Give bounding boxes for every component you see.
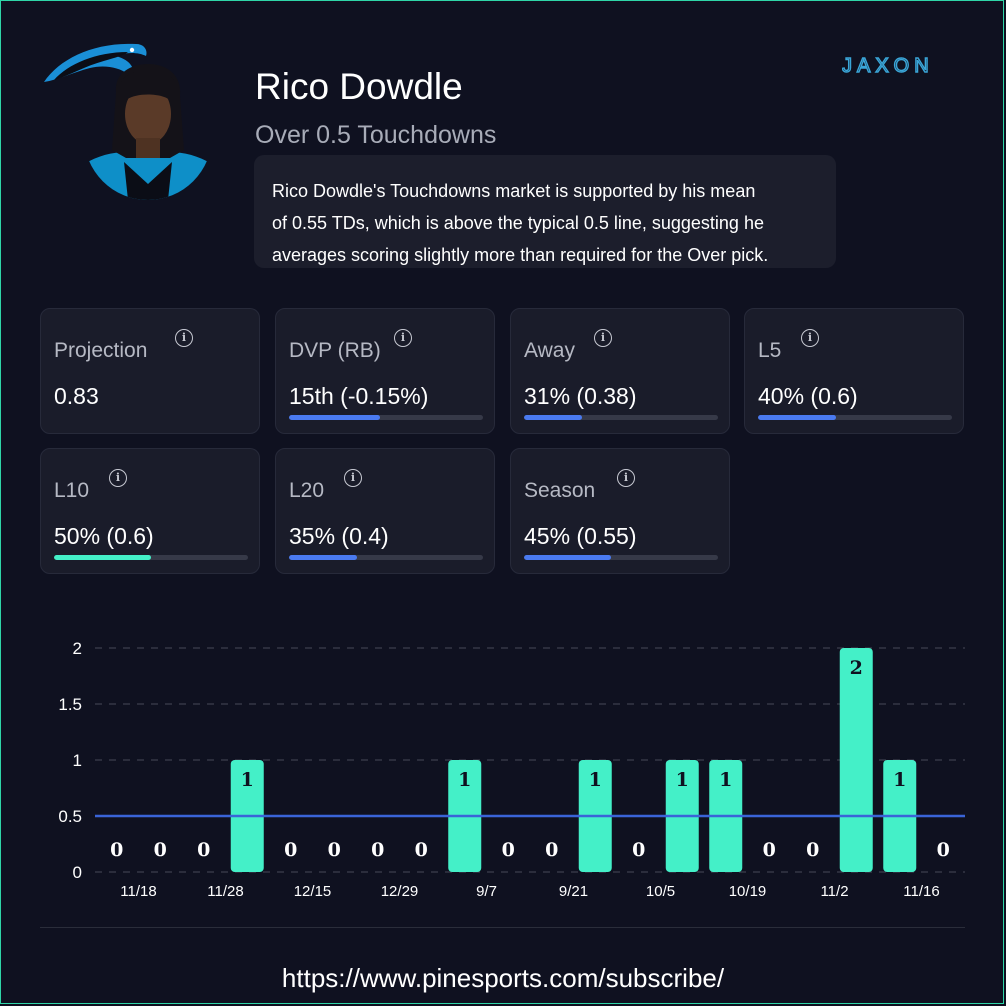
x-tick-label: 12/15 bbox=[294, 883, 332, 900]
panther-logo-icon bbox=[44, 43, 147, 82]
x-tick-label: 9/21 bbox=[559, 883, 588, 900]
progress-track bbox=[54, 555, 248, 560]
x-tick-label: 11/16 bbox=[903, 883, 939, 900]
jaxon-logo: JAXON bbox=[842, 54, 934, 77]
progress-fill bbox=[524, 555, 612, 560]
card-label: Season bbox=[524, 479, 596, 502]
description-line: of 0.55 TDs, which is above the typical … bbox=[272, 213, 764, 233]
progress-fill bbox=[758, 415, 836, 420]
y-tick-label: 1 bbox=[73, 751, 82, 770]
card-label: DVP (RB) bbox=[289, 339, 381, 362]
bar-value-label: 1 bbox=[893, 769, 906, 791]
progress-fill bbox=[289, 415, 381, 420]
card-label: L20 bbox=[289, 479, 325, 502]
bar-value-label: 1 bbox=[719, 769, 732, 791]
player-avatar bbox=[84, 62, 212, 200]
bar-value-label: 0 bbox=[937, 839, 950, 861]
card-label: Away bbox=[524, 339, 575, 362]
y-tick-label: 1.5 bbox=[58, 695, 82, 714]
bar-value-label: 0 bbox=[154, 839, 167, 861]
card-value: 31% (0.38) bbox=[524, 383, 637, 409]
stat-card-l10: L10 i 50% (0.6) bbox=[40, 448, 260, 574]
market-label: Over 0.5 Touchdowns bbox=[255, 121, 497, 149]
bar-value-label: 0 bbox=[284, 839, 297, 861]
bar-value-label: 1 bbox=[241, 769, 254, 791]
bar-value-label: 0 bbox=[371, 839, 384, 861]
info-icon[interactable]: i bbox=[801, 329, 819, 347]
progress-track bbox=[758, 415, 952, 420]
progress-fill bbox=[524, 415, 583, 420]
bar-value-label: 0 bbox=[197, 839, 210, 861]
info-icon[interactable]: i bbox=[617, 469, 635, 487]
x-tick-label: 12/29 bbox=[381, 883, 419, 900]
card-value: 15th (-0.15%) bbox=[289, 383, 429, 409]
analysis-description: Rico Dowdle's Touchdowns market is suppo… bbox=[254, 155, 836, 268]
y-tick-label: 2 bbox=[73, 639, 82, 658]
stat-card-l5: L5 i 40% (0.6) bbox=[744, 308, 964, 434]
bar-value-label: 1 bbox=[458, 769, 471, 791]
x-tick-label: 9/7 bbox=[476, 883, 497, 900]
bar-value-label: 1 bbox=[589, 769, 602, 791]
bar-value-label: 2 bbox=[850, 657, 863, 679]
svg-text:JAXON: JAXON bbox=[842, 55, 934, 77]
progress-track bbox=[289, 555, 483, 560]
card-value: 45% (0.55) bbox=[524, 523, 637, 549]
card-value: 0.83 bbox=[54, 383, 99, 409]
subscribe-link[interactable]: https://www.pinesports.com/subscribe/ bbox=[281, 963, 725, 993]
bar-value-label: 0 bbox=[328, 839, 341, 861]
progress-fill bbox=[289, 555, 357, 560]
progress-fill bbox=[54, 555, 151, 560]
stat-card-season: Season i 45% (0.55) bbox=[510, 448, 730, 574]
stat-card-dvp: DVP (RB) i 15th (-0.15%) bbox=[275, 308, 495, 434]
stat-card-projection: Projection i 0.83 bbox=[40, 308, 260, 434]
info-icon[interactable]: i bbox=[594, 329, 612, 347]
card-label: Projection bbox=[54, 339, 148, 362]
bar-value-label: 0 bbox=[806, 839, 819, 861]
bar-value-label: 0 bbox=[763, 839, 776, 861]
card-label: L5 bbox=[758, 339, 782, 362]
description-line: Rico Dowdle's Touchdowns market is suppo… bbox=[272, 181, 756, 201]
card-value: 50% (0.6) bbox=[54, 523, 154, 549]
bar-value-label: 0 bbox=[415, 839, 428, 861]
info-icon[interactable]: i bbox=[175, 329, 193, 347]
x-tick-label: 11/18 bbox=[120, 883, 156, 900]
y-tick-label: 0 bbox=[73, 863, 82, 882]
bar-value-label: 0 bbox=[545, 839, 558, 861]
bar bbox=[839, 648, 873, 872]
info-icon[interactable]: i bbox=[394, 329, 412, 347]
info-icon[interactable]: i bbox=[109, 469, 127, 487]
bar-value-label: 0 bbox=[110, 839, 123, 861]
footer-divider bbox=[40, 927, 965, 928]
y-tick-label: 0.5 bbox=[58, 807, 82, 826]
touchdowns-bar-chart: 0 0.5 1 1.5 2 0 0 0 1 0 0 0 0 1 0 0 1 0 1 1 0 0 2 1 0 11/18 11/28 1… bbox=[58, 639, 965, 900]
stat-card-away: Away i 31% (0.38) bbox=[510, 308, 730, 434]
description-line: averages scoring slightly more than requ… bbox=[272, 245, 769, 265]
stat-card-l20: L20 i 35% (0.4) bbox=[275, 448, 495, 574]
player-name: Rico Dowdle bbox=[255, 66, 463, 107]
progress-track bbox=[524, 555, 718, 560]
progress-track bbox=[524, 415, 718, 420]
card-label: L10 bbox=[54, 479, 90, 502]
bar-value-label: 0 bbox=[502, 839, 515, 861]
progress-track bbox=[289, 415, 483, 420]
x-tick-label: 10/5 bbox=[646, 883, 675, 900]
card-value: 40% (0.6) bbox=[758, 383, 858, 409]
x-tick-label: 11/2 bbox=[820, 883, 848, 900]
x-tick-label: 11/28 bbox=[207, 883, 243, 900]
bar-value-label: 0 bbox=[632, 839, 645, 861]
x-tick-label: 10/19 bbox=[729, 883, 767, 900]
bar-value-label: 1 bbox=[676, 769, 689, 791]
card-value: 35% (0.4) bbox=[289, 523, 389, 549]
info-icon[interactable]: i bbox=[344, 469, 362, 487]
